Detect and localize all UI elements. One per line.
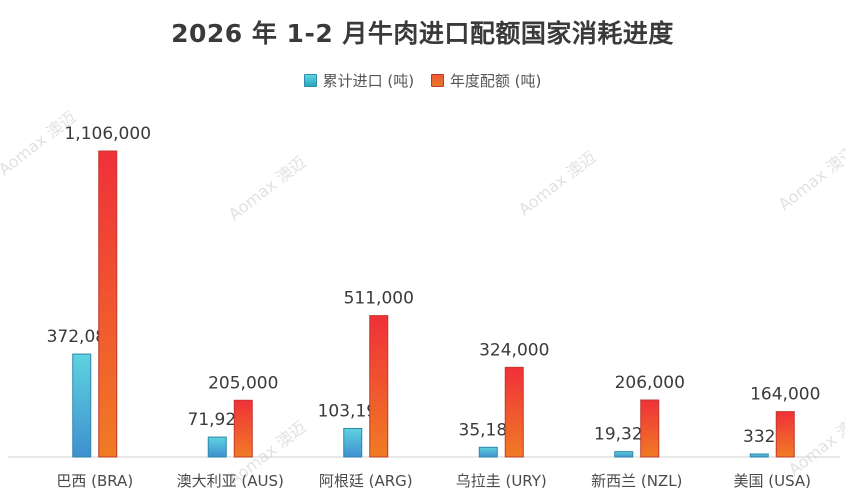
bar-quota[interactable] xyxy=(640,399,660,458)
bar-quota[interactable] xyxy=(98,150,118,458)
legend: 累计进口 (吨) 年度配额 (吨) xyxy=(0,70,845,91)
bar-quota[interactable] xyxy=(369,315,389,458)
bar-imports[interactable] xyxy=(343,427,363,458)
x-tick-label: 新西兰 (NZL) xyxy=(591,472,682,490)
data-label: 205,000 xyxy=(208,373,278,393)
data-label: 206,000 xyxy=(615,373,685,393)
data-label: 332 xyxy=(743,427,775,447)
legend-label-imports: 累计进口 (吨) xyxy=(322,72,415,90)
bar-imports[interactable] xyxy=(72,353,92,458)
data-label: 324,000 xyxy=(479,340,549,360)
bar-quota[interactable] xyxy=(775,411,795,458)
legend-swatch-imports xyxy=(303,74,317,87)
bar-imports[interactable] xyxy=(749,453,769,458)
legend-label-quota: 年度配额 (吨) xyxy=(449,72,542,90)
x-tick-label: 阿根廷 (ARG) xyxy=(319,472,413,490)
bar-imports[interactable] xyxy=(207,436,227,458)
x-tick-label: 巴西 (BRA) xyxy=(56,472,133,490)
data-label: 19,327 xyxy=(594,425,653,445)
data-label: 164,000 xyxy=(750,385,820,405)
bar-imports[interactable] xyxy=(614,451,634,458)
x-tick-label: 乌拉圭 (URY) xyxy=(456,472,547,490)
x-tick-label: 澳大利亚 (AUS) xyxy=(177,472,284,490)
chart-title: 2026 年 1-2 月牛肉进口配额国家消耗进度 xyxy=(171,19,674,48)
legend-item-quota[interactable]: 年度配额 (吨) xyxy=(430,70,542,91)
bar-imports[interactable] xyxy=(478,446,498,458)
data-label: 511,000 xyxy=(344,289,414,309)
data-label: 71,925 xyxy=(188,410,247,430)
data-label: 35,184 xyxy=(459,420,518,440)
bar-quota[interactable] xyxy=(504,366,524,458)
legend-swatch-quota xyxy=(430,74,444,87)
x-tick-label: 美国 (USA) xyxy=(733,472,811,490)
data-label: 1,106,000 xyxy=(64,124,151,144)
legend-item-imports[interactable]: 累计进口 (吨) xyxy=(303,70,415,91)
bar-quota[interactable] xyxy=(233,399,253,458)
